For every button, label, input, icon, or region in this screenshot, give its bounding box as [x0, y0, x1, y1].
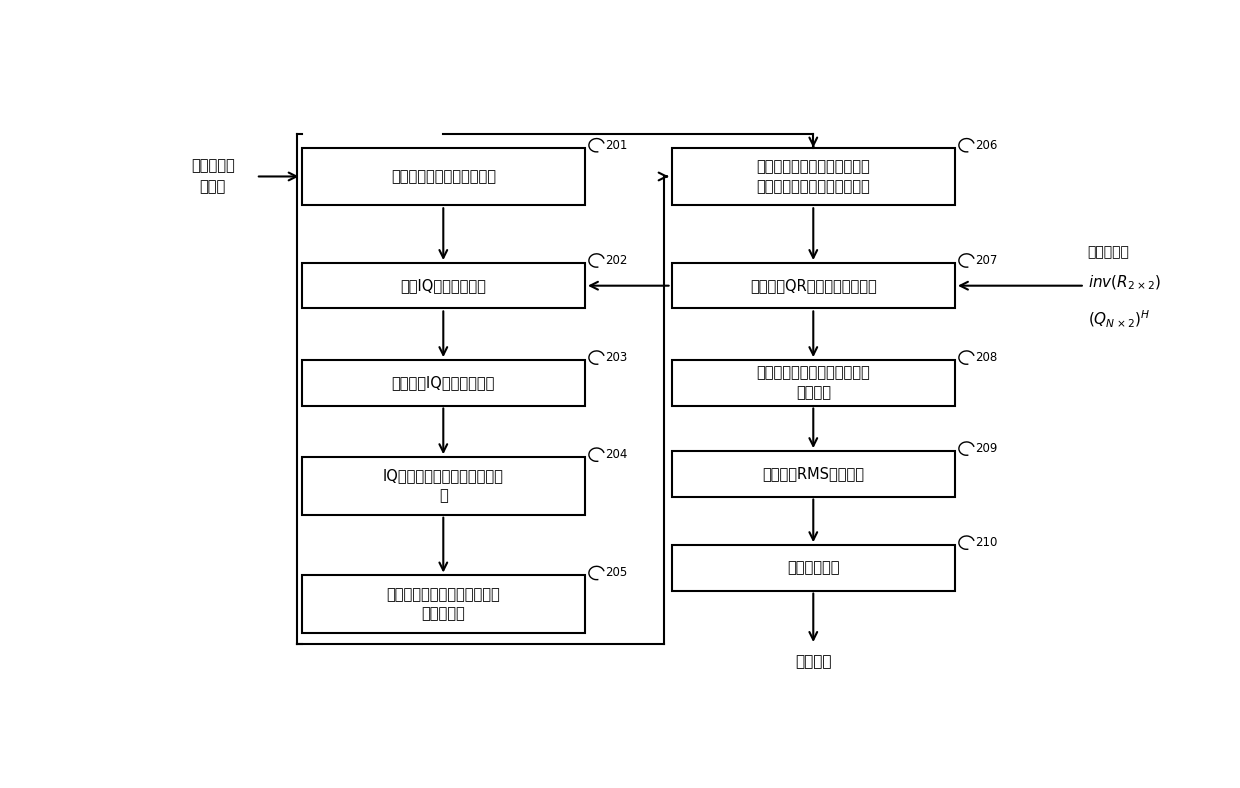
Text: 205: 205	[605, 567, 627, 579]
Text: 202: 202	[605, 254, 627, 267]
FancyBboxPatch shape	[301, 457, 585, 515]
FancyBboxPatch shape	[301, 147, 585, 206]
Text: IQ采样数据解调得到预测码序
列: IQ采样数据解调得到预测码序 列	[383, 469, 503, 504]
Text: 206: 206	[975, 139, 998, 152]
Text: 移动终端发
射信号: 移动终端发 射信号	[191, 158, 234, 195]
FancyBboxPatch shape	[301, 360, 585, 406]
FancyBboxPatch shape	[672, 147, 955, 206]
FancyBboxPatch shape	[672, 451, 955, 496]
FancyBboxPatch shape	[672, 263, 955, 308]
Text: $\mathit{inv}(R_{2\times2})$: $\mathit{inv}(R_{2\times2})$	[1087, 273, 1161, 292]
Text: 预置矩阵值: 预置矩阵值	[1087, 245, 1130, 259]
Text: 根据预测码序列，查表生成参
考相位曲线: 根据预测码序列，查表生成参 考相位曲线	[387, 587, 500, 622]
Text: 测试结果: 测试结果	[795, 654, 832, 669]
Text: 204: 204	[605, 448, 627, 461]
FancyBboxPatch shape	[301, 575, 585, 633]
Text: 预置矩阵QR分解求得拟合因子: 预置矩阵QR分解求得拟合因子	[750, 278, 877, 293]
FancyBboxPatch shape	[672, 545, 955, 590]
Text: 208: 208	[975, 351, 997, 364]
Text: 进行信号采样，选取采样点: 进行信号采样，选取采样点	[391, 169, 496, 184]
Text: 单倍IQ采样数据抽取: 单倍IQ采样数据抽取	[401, 278, 486, 293]
Text: 203: 203	[605, 351, 627, 364]
Text: 207: 207	[975, 254, 998, 267]
Text: 根据拟合因子计算相位偏差与
频率偏差: 根据拟合因子计算相位偏差与 频率偏差	[756, 366, 870, 400]
Text: 选取最终结果: 选取最终结果	[787, 560, 839, 575]
Text: 209: 209	[975, 442, 998, 455]
Text: 计算即时RMS相位偏差: 计算即时RMS相位偏差	[763, 466, 864, 481]
FancyBboxPatch shape	[672, 360, 955, 406]
FancyBboxPatch shape	[301, 263, 585, 308]
Text: 210: 210	[975, 536, 998, 549]
Text: 201: 201	[605, 139, 627, 152]
Text: 根据实测相位曲线和对应的参
考相位曲线，求总的相位偏差: 根据实测相位曲线和对应的参 考相位曲线，求总的相位偏差	[756, 159, 870, 194]
Text: $(Q_{N\times2})^H$: $(Q_{N\times2})^H$	[1087, 309, 1149, 329]
Text: 计算实测IQ数据相位曲线: 计算实测IQ数据相位曲线	[392, 375, 495, 390]
